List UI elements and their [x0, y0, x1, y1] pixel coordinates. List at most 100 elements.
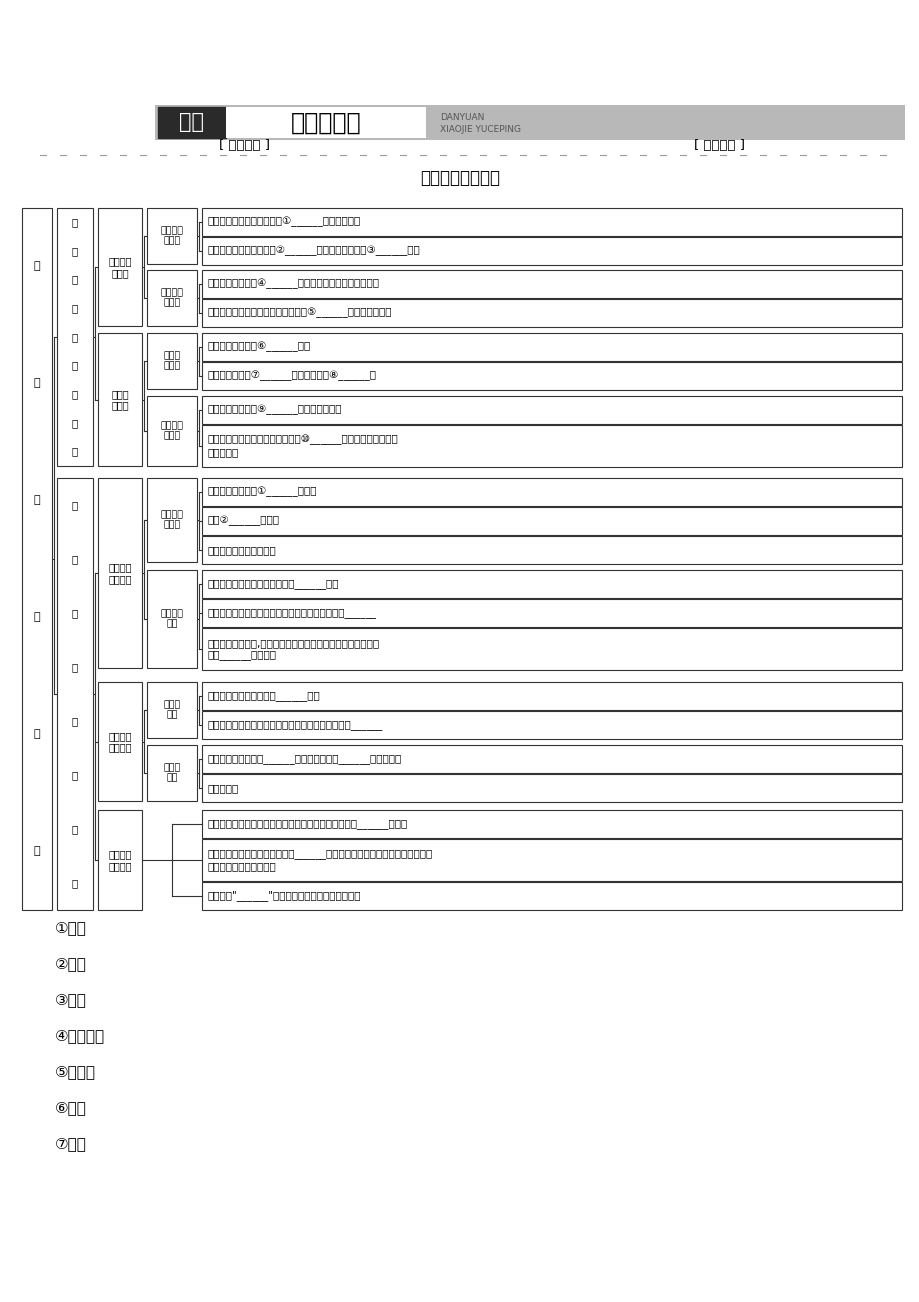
Text: 原则：㉒"______"的举证原则；举证责任倒置原则: 原则：㉒"______"的举证原则；举证责任倒置原则: [208, 891, 361, 901]
Text: 起诉：应向有管辖权的⑯______提出: 起诉：应向有管辖权的⑯______提出: [208, 691, 321, 700]
Text: ⑦程序: ⑦程序: [55, 1137, 86, 1151]
Bar: [226, 107, 425, 138]
Text: 地位：解决纠纷的⑥______途径: 地位：解决纠纷的⑥______途径: [208, 341, 311, 353]
Text: 特点：程序比较灵活，仲裁审理一般⑤______进行，一裁终局: 特点：程序比较灵活，仲裁审理一般⑤______进行，一裁终局: [208, 307, 392, 318]
Text: 讼: 讼: [72, 553, 78, 564]
Bar: [202, 711, 901, 740]
Text: 证据的类型：当事人的陈述、㉑______、物证、视听资料、电子数据、证人证
言、鉴定意见、勘验笔录: 证据的类型：当事人的陈述、㉑______、物证、视听资料、电子数据、证人证 言、…: [208, 849, 433, 871]
Text: ①调解: ①调解: [55, 921, 86, 936]
Bar: [202, 506, 901, 535]
Text: 以和为贵
选调解: 以和为贵 选调解: [160, 227, 183, 246]
Text: 上述的权利：两审终审制: 上述的权利：两审终审制: [208, 546, 277, 555]
Bar: [98, 682, 142, 801]
Text: ②行政: ②行政: [55, 957, 86, 971]
Text: 争: 争: [34, 496, 40, 505]
Bar: [147, 570, 197, 668]
Text: 公: 公: [72, 716, 78, 727]
Text: 元: 元: [72, 332, 78, 342]
Bar: [202, 478, 901, 506]
Text: DANYUAN: DANYUAN: [439, 113, 483, 122]
Text: 实: 实: [72, 608, 78, 618]
Bar: [202, 628, 901, 671]
Text: 解析三
大诉讼: 解析三 大诉讼: [111, 389, 129, 410]
Bar: [202, 237, 901, 266]
Text: 义: 义: [72, 878, 78, 888]
Bar: [57, 208, 93, 466]
Text: 认识调解
与仲裁: 认识调解 与仲裁: [108, 256, 131, 277]
Text: 诉讼的主
要类型: 诉讼的主 要类型: [160, 422, 183, 440]
Text: 诉: 诉: [72, 500, 78, 510]
Text: 要求：符合条件的,要及时决定提供法律援助；不符合条件的，
要⑮______告知理由: 要求：符合条件的,要及时决定提供法律援助；不符合条件的， 要⑮______告知理…: [208, 638, 380, 660]
Bar: [202, 773, 901, 802]
Bar: [202, 362, 901, 391]
Bar: [147, 208, 197, 264]
Text: 纷: 纷: [72, 246, 78, 256]
Text: 式: 式: [72, 447, 78, 457]
Text: 社: 社: [34, 262, 40, 272]
Text: 类型：民事诉讼，⑨______诉讼，刑事诉讼: 类型：民事诉讼，⑨______诉讼，刑事诉讼: [208, 405, 342, 415]
Text: 单元: 单元: [179, 112, 204, 133]
Text: 多: 多: [72, 303, 78, 314]
Text: 审理：开庭准备、⑱______、法庭辩论、⑲______、宣告判决: 审理：开庭准备、⑱______、法庭辩论、⑲______、宣告判决: [208, 754, 402, 764]
Text: 严格遵守
诉讼程序: 严格遵守 诉讼程序: [108, 730, 131, 753]
Bar: [147, 396, 197, 466]
Text: 证据的含义：证明的根据。它是诉讼过程中用来证明⑳______的根据: 证据的含义：证明的根据。它是诉讼过程中用来证明⑳______的根据: [208, 819, 408, 829]
Bar: [202, 536, 901, 564]
Text: 决: 决: [72, 389, 78, 400]
Bar: [202, 682, 901, 710]
Text: 适用情形：民事和行政纠纷，⑬______诉讼: 适用情形：民事和行政纠纷，⑬______诉讼: [208, 579, 339, 589]
Bar: [98, 333, 142, 466]
Bar: [98, 810, 142, 910]
Text: 现: 现: [72, 661, 78, 672]
Bar: [202, 208, 901, 236]
Text: 会: 会: [34, 379, 40, 388]
Bar: [147, 682, 197, 738]
Text: 援助程序：法律援助机构收到申请后，应当进行⑭______: 援助程序：法律援助机构收到申请后，应当进行⑭______: [208, 608, 377, 618]
Bar: [22, 208, 52, 910]
Text: 正确行使
诉讼权利: 正确行使 诉讼权利: [108, 562, 131, 583]
Text: 平: 平: [72, 769, 78, 780]
Text: （教师用书独具）: （教师用书独具）: [420, 169, 499, 187]
Text: 特点：公权性，⑦______性，强制性，⑧______性: 特点：公权性，⑦______性，强制性，⑧______性: [208, 371, 377, 381]
Bar: [202, 396, 901, 424]
Text: 的: 的: [72, 275, 78, 285]
Text: 解: 解: [34, 729, 40, 740]
Bar: [202, 838, 901, 881]
Bar: [147, 270, 197, 326]
Text: 类型：商事仲裁、④______仲裁、农村承包合同纠纷仲裁: 类型：商事仲裁、④______仲裁、农村承包合同纠纷仲裁: [208, 279, 380, 289]
Bar: [154, 105, 904, 141]
Bar: [202, 570, 901, 598]
Text: 诉讼及
其特点: 诉讼及 其特点: [164, 352, 180, 371]
Bar: [57, 478, 93, 910]
Text: ③诉讲: ③诉讲: [55, 992, 86, 1008]
Text: 申请②______的权利: 申请②______的权利: [208, 516, 279, 526]
Text: 起诉与
应诉: 起诉与 应诉: [164, 700, 180, 720]
Text: [ 自我校对 ]: [ 自我校对 ]: [694, 139, 744, 152]
Text: 审理与
判决: 审理与 判决: [164, 763, 180, 783]
Text: ⑤不公开: ⑤不公开: [55, 1065, 96, 1079]
Text: 寻求法律
援助: 寻求法律 援助: [160, 609, 183, 629]
Text: 调整的类型：人民调解、②______调解、仲裁调解、③______调解: 调整的类型：人民调解、②______调解、仲裁调解、③______调解: [208, 246, 420, 256]
Text: 纠纷解决方式：协商和解、①______、仲裁或诉讼: 纠纷解决方式：协商和解、①______、仲裁或诉讼: [208, 216, 361, 228]
Bar: [202, 424, 901, 467]
Bar: [202, 299, 901, 327]
Text: ⑥最后: ⑥最后: [55, 1100, 86, 1116]
Text: 小结与测评: 小结与测评: [290, 111, 361, 134]
Bar: [147, 745, 197, 801]
Bar: [202, 745, 901, 773]
Bar: [147, 333, 197, 389]
Text: [ 体系构建 ]: [ 体系构建 ]: [220, 139, 270, 152]
Text: 应诉：对符合法律规定的起诉，人民法院应当予以⑰______: 应诉：对符合法律规定的起诉，人民法院应当予以⑰______: [208, 720, 383, 730]
Bar: [202, 333, 901, 361]
Text: 依法收集
运用证据: 依法收集 运用证据: [108, 849, 131, 871]
Text: 纠: 纠: [72, 217, 78, 228]
Text: 诉讼权利
面面观: 诉讼权利 面面观: [160, 510, 183, 530]
Bar: [147, 478, 197, 562]
Bar: [98, 478, 142, 668]
Text: 便捷经济
选仲裁: 便捷经济 选仲裁: [160, 288, 183, 307]
Bar: [158, 107, 226, 138]
Bar: [202, 810, 901, 838]
Text: XIAOJIE YUCEPING: XIAOJIE YUCEPING: [439, 125, 520, 134]
Text: 决: 决: [34, 846, 40, 857]
Text: 差异：案件性质、诉讼目的、提起⑩______、诉讼内容和程序、
适用法律等: 差异：案件性质、诉讼目的、提起⑩______、诉讼内容和程序、 适用法律等: [208, 435, 398, 457]
